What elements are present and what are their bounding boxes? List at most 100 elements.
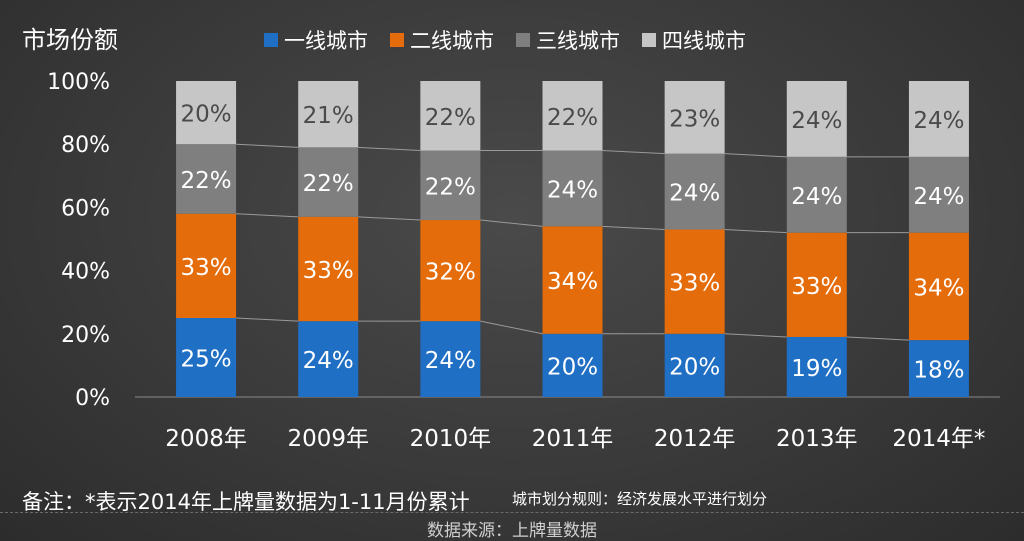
- data-label: 24%: [669, 181, 720, 207]
- stacked-bar-chart: 0% 20% 40% 60% 80% 100% 25% 33% 22% 20% 2008年 24% 33…: [47, 70, 1000, 452]
- x-tick-label: 2008年: [165, 426, 247, 452]
- series-connector-line: [846, 336, 909, 341]
- data-label: 33%: [669, 271, 720, 297]
- y-tick-label: 0%: [75, 386, 110, 411]
- y-tick-label: 100%: [47, 70, 110, 95]
- bar-segment: [786, 156, 847, 233]
- x-tick-label: 2014年*: [892, 426, 985, 452]
- legend-item-tier3: 三线城市: [516, 25, 620, 55]
- data-label: 24%: [791, 108, 842, 134]
- legend-swatch-tier1: [264, 33, 278, 47]
- series-connector-line: [480, 320, 543, 335]
- data-label: 24%: [913, 184, 964, 210]
- data-label: 33%: [303, 258, 354, 284]
- bar-segment: [298, 216, 359, 322]
- data-label: 23%: [669, 106, 720, 132]
- legend-swatch-tier3: [516, 33, 530, 47]
- data-label: 24%: [303, 348, 354, 374]
- series-connector-line: [236, 317, 299, 322]
- bar-segment: [908, 232, 969, 341]
- legend-item-tier2: 二线城市: [390, 25, 494, 55]
- bar-segment: [786, 336, 847, 397]
- y-tick-label: 40%: [61, 260, 110, 285]
- legend-swatch-tier2: [390, 33, 404, 47]
- data-label: 20%: [669, 354, 720, 380]
- series-connector-line: [724, 333, 787, 338]
- footer-divider: [0, 512, 1024, 513]
- bar-segment: [542, 150, 603, 227]
- data-label: 22%: [547, 105, 598, 131]
- bar-segment: [298, 321, 359, 397]
- data-label: 24%: [547, 177, 598, 203]
- bar-segment: [664, 229, 725, 334]
- bar-segment: [542, 333, 603, 397]
- x-tick-label: 2010年: [410, 426, 492, 452]
- data-label: 22%: [425, 105, 476, 131]
- data-label: 22%: [303, 171, 354, 197]
- data-label: 24%: [791, 184, 842, 210]
- data-label: 33%: [181, 255, 232, 281]
- legend-item-tier1: 一线城市: [264, 25, 368, 55]
- legend-swatch-tier4: [642, 33, 656, 47]
- y-tick-label: 20%: [61, 323, 110, 348]
- legend-item-tier4: 四线城市: [642, 25, 746, 55]
- data-label: 32%: [425, 260, 476, 286]
- legend-label-tier4: 四线城市: [662, 29, 746, 53]
- series-connector-line: [724, 229, 787, 234]
- series-connector-line: [480, 219, 543, 227]
- data-label: 33%: [791, 274, 842, 300]
- series-connector-line: [602, 150, 665, 155]
- bar-segment: [176, 318, 237, 397]
- series-connector-line: [602, 225, 665, 231]
- bar-segment: [176, 81, 237, 145]
- bar-segment: [298, 81, 359, 148]
- bar-segment: [420, 150, 481, 221]
- y-axis-title: 市场份额: [22, 26, 118, 54]
- bar-segment: [664, 153, 725, 230]
- data-label: 18%: [913, 358, 964, 384]
- bar-segment: [908, 156, 969, 233]
- legend-label-tier2: 二线城市: [410, 29, 494, 53]
- data-label: 34%: [547, 269, 598, 295]
- bar-segment: [176, 144, 237, 214]
- bar-segment: [542, 226, 603, 334]
- bar-segment: [664, 333, 725, 397]
- bar-segment: [786, 81, 847, 157]
- bar-segment: [420, 81, 481, 151]
- data-label: 24%: [425, 348, 476, 374]
- x-tick-label: 2009年: [287, 426, 369, 452]
- series-connector-line: [724, 153, 787, 158]
- bar-segment: [908, 340, 969, 397]
- series-connector-line: [358, 146, 421, 152]
- bar-segment: [420, 321, 481, 397]
- data-label: 20%: [547, 354, 598, 380]
- bar-segment: [298, 147, 359, 217]
- series-connector-line: [236, 213, 299, 218]
- footnote: 备注：*表示2014年上牌量数据为1-11月份累计: [22, 490, 470, 514]
- city-tier-rule-note: 城市划分规则：经济发展水平进行划分: [512, 490, 768, 508]
- y-tick-label: 60%: [61, 196, 110, 221]
- series-connector-line: [236, 143, 299, 148]
- data-label: 34%: [913, 275, 964, 301]
- legend-label-tier1: 一线城市: [284, 29, 368, 53]
- bar-segment: [786, 232, 847, 337]
- bar-segment: [420, 220, 481, 322]
- data-label: 22%: [181, 168, 232, 194]
- data-label: 24%: [913, 108, 964, 134]
- data-label: 25%: [181, 347, 232, 373]
- chart-legend: 一线城市 二线城市 三线城市 四线城市: [264, 25, 746, 55]
- x-tick-label: 2013年: [776, 426, 858, 452]
- bar-segment: [542, 81, 603, 151]
- bar-segment: [908, 81, 969, 157]
- data-label: 22%: [425, 174, 476, 200]
- data-label: 19%: [791, 356, 842, 382]
- data-label: 21%: [303, 103, 354, 129]
- data-source: 数据来源：上牌量数据: [427, 521, 597, 541]
- series-connector-line: [358, 216, 421, 221]
- legend-label-tier3: 三线城市: [536, 29, 620, 53]
- data-label: 20%: [181, 102, 232, 128]
- y-tick-label: 80%: [61, 133, 110, 158]
- bar-segment: [664, 81, 725, 154]
- bar-segment: [176, 213, 237, 318]
- x-tick-label: 2012年: [654, 426, 736, 452]
